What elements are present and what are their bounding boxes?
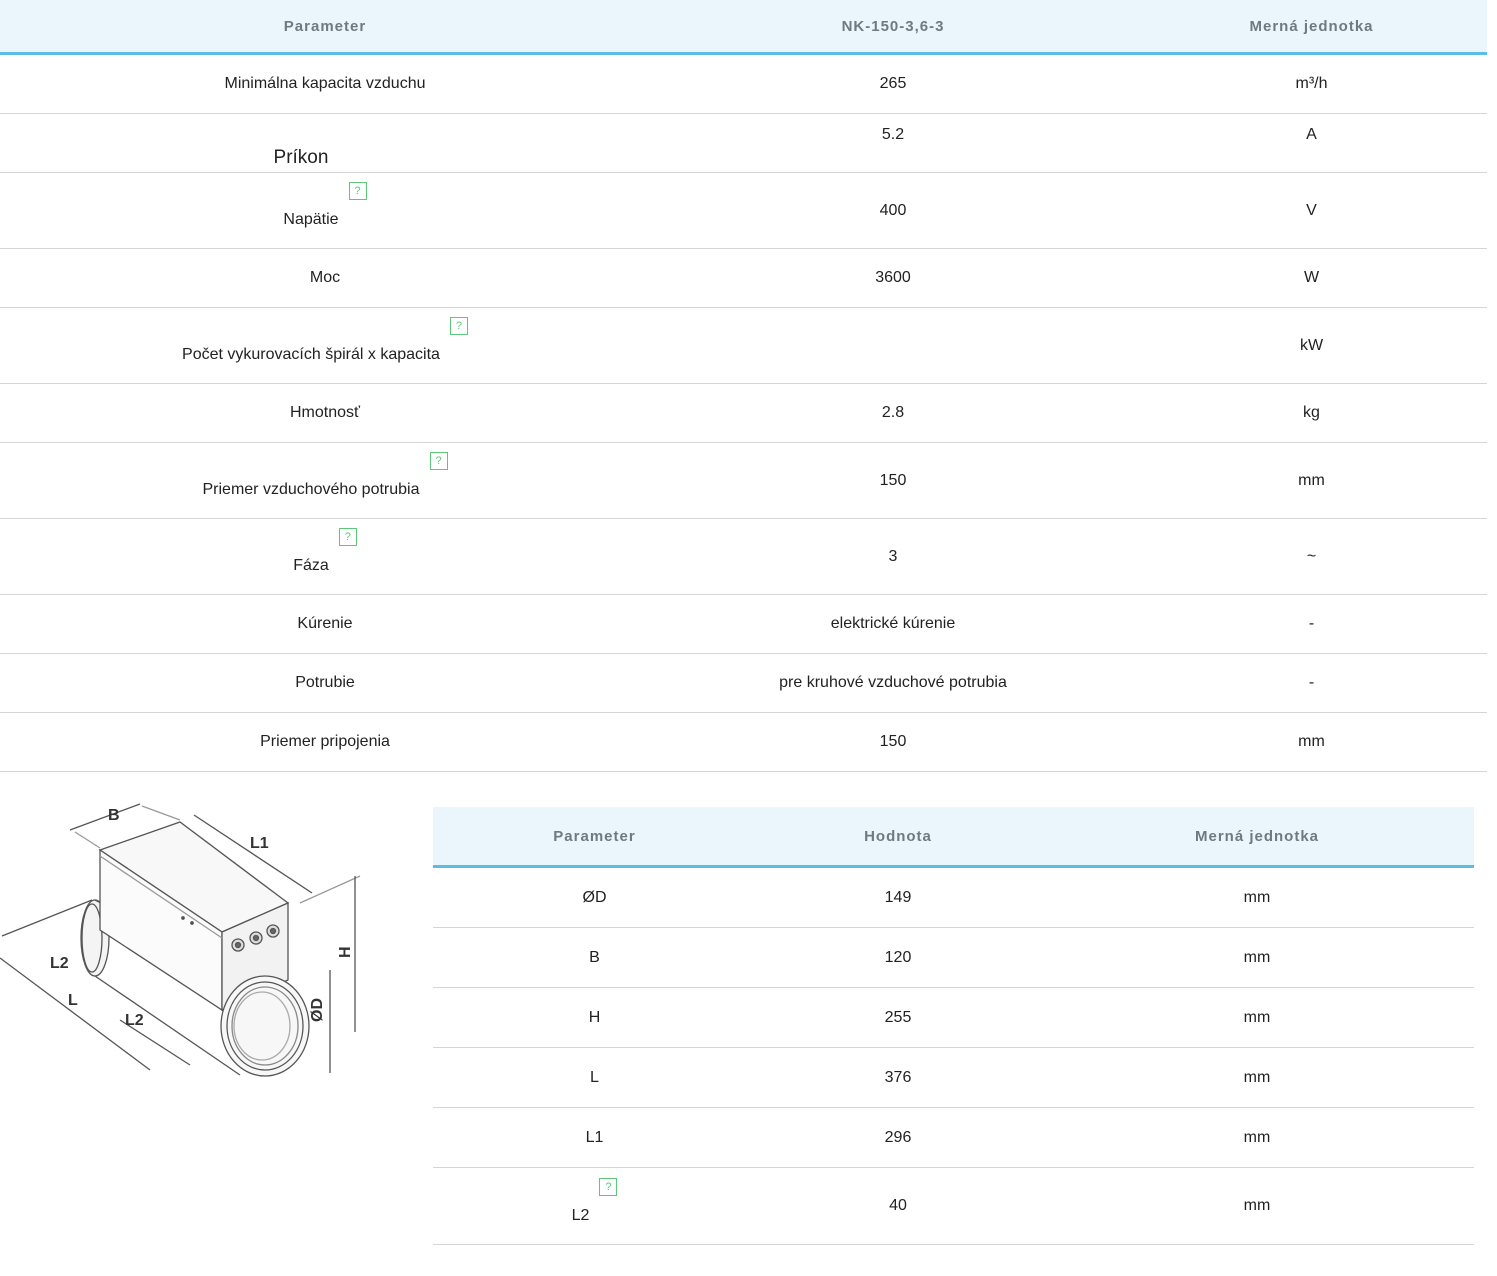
unit-cell: mm [1040, 866, 1474, 928]
unit-cell: mm [1040, 1107, 1474, 1168]
param-cell: Minimálna kapacita vzduchu [0, 53, 650, 114]
param-cell: ØD [433, 866, 756, 928]
unit-cell: A [1136, 113, 1487, 173]
value-text: 5.2 [881, 126, 905, 143]
label-b: B [108, 807, 120, 824]
unit-cell: mm [1040, 927, 1474, 988]
unit-cell: mm [1040, 1167, 1474, 1245]
unit-cell: mm [1136, 442, 1487, 519]
unit-cell: - [1136, 653, 1487, 713]
unit-cell: V [1136, 172, 1487, 249]
table-row: H 255 mm [433, 987, 1474, 1048]
param-label: Počet vykurovacích špirál x kapacita [182, 346, 440, 363]
label-l2-left: L2 [50, 955, 69, 972]
help-icon[interactable]: ? [429, 452, 448, 470]
table-row: Minimálna kapacita vzduchu 265 m³/h [0, 53, 1487, 114]
help-icon[interactable]: ? [449, 317, 468, 335]
unit-cell: mm [1040, 987, 1474, 1048]
value-cell: pre kruhové vzduchové potrubia [650, 653, 1136, 713]
label-d: ØD [309, 998, 326, 1022]
unit-cell: mm [1136, 712, 1487, 772]
value-cell: 2.8 [650, 383, 1136, 443]
table-row: ØD 149 mm [433, 866, 1474, 928]
specification-table: Parameter NK-150-3,6-3 Merná jednotka Mi… [0, 0, 1487, 772]
spec-table-header: Parameter NK-150-3,6-3 Merná jednotka [0, 0, 1487, 55]
table-row: Kúrenie elektrické kúrenie - [0, 594, 1487, 654]
label-l1: L1 [250, 835, 269, 852]
table-row: Priemer vzduchového potrubia? 150 mm [0, 442, 1487, 519]
table-row: B 120 mm [433, 927, 1474, 988]
param-cell: Kúrenie [0, 594, 650, 654]
table-row: L 376 mm [433, 1047, 1474, 1108]
help-icon[interactable]: ? [599, 1177, 618, 1196]
param-cell: Fáza? [0, 518, 650, 595]
table-row: Potrubie pre kruhové vzduchové potrubia … [0, 653, 1487, 713]
value-cell: 3 [650, 518, 1136, 595]
value-cell: 3600 [650, 248, 1136, 308]
param-cell: Moc [0, 248, 650, 308]
header-parameter: Parameter [433, 807, 756, 868]
param-cell: Priemer pripojenia [0, 712, 650, 772]
value-cell: elektrické kúrenie [650, 594, 1136, 654]
param-cell: L [433, 1047, 756, 1108]
unit-cell: kW [1136, 307, 1487, 384]
value-cell: 265 [650, 53, 1136, 114]
dimensions-table: Parameter Hodnota Merná jednotka ØD 149 … [433, 807, 1474, 1245]
table-row: Priemer pripojenia 150 mm [0, 712, 1487, 772]
table-row: Počet vykurovacích špirál x kapacita? kW [0, 307, 1487, 384]
value-cell: 120 [756, 927, 1040, 988]
value-cell: 400 [650, 172, 1136, 249]
unit-cell: mm [1040, 1047, 1474, 1108]
param-label: Priemer vzduchového potrubia [202, 481, 420, 498]
unit-cell: ~ [1136, 518, 1487, 595]
table-row: Moc 3600 W [0, 248, 1487, 308]
param-cell: Počet vykurovacích špirál x kapacita? [0, 307, 650, 384]
header-parameter: Parameter [0, 0, 650, 55]
header-unit: Merná jednotka [1040, 807, 1474, 868]
table-row: L1 296 mm [433, 1107, 1474, 1168]
table-row: Napätie? 400 V [0, 172, 1487, 249]
table-row: Príkon 5.2 A [0, 113, 1487, 173]
help-icon[interactable]: ? [348, 182, 367, 200]
param-cell: L2? [433, 1167, 756, 1245]
param-label: L2 [571, 1206, 590, 1224]
table-row: L2? 40 mm [433, 1167, 1474, 1245]
unit-cell: - [1136, 594, 1487, 654]
help-icon[interactable]: ? [338, 528, 357, 546]
param-label: Napätie [283, 211, 339, 228]
param-cell: L1 [433, 1107, 756, 1168]
value-cell: 149 [756, 866, 1040, 928]
value-cell: 296 [756, 1107, 1040, 1168]
param-cell: Hmotnosť [0, 383, 650, 443]
param-cell: B [433, 927, 756, 988]
label-l2-bottom: L2 [125, 1012, 144, 1029]
param-label: Fáza [293, 557, 329, 574]
value-cell: 5.2 [650, 113, 1136, 173]
value-cell: 150 [650, 712, 1136, 772]
duct-heater-drawing: B L1 L2 L L2 ØD H [0, 803, 361, 1077]
header-model: NK-150-3,6-3 [650, 0, 1136, 55]
header-value: Hodnota [756, 807, 1040, 868]
label-l: L [68, 992, 78, 1009]
param-cell: H [433, 987, 756, 1048]
value-cell: 150 [650, 442, 1136, 519]
param-label: Príkon [273, 147, 329, 168]
unit-cell: m³/h [1136, 53, 1487, 114]
header-unit: Merná jednotka [1136, 0, 1487, 55]
param-cell: Potrubie [0, 653, 650, 713]
label-h: H [337, 946, 354, 958]
value-cell: 376 [756, 1047, 1040, 1108]
dim-table-header: Parameter Hodnota Merná jednotka [433, 807, 1474, 868]
value-cell: 40 [756, 1167, 1040, 1245]
value-cell [650, 307, 1136, 384]
unit-text: A [1306, 126, 1317, 143]
table-row: Fáza? 3 ~ [0, 518, 1487, 595]
unit-cell: W [1136, 248, 1487, 308]
param-cell: Napätie? [0, 172, 650, 249]
table-row: Hmotnosť 2.8 kg [0, 383, 1487, 443]
param-cell: Priemer vzduchového potrubia? [0, 442, 650, 519]
value-cell: 255 [756, 987, 1040, 1048]
unit-cell: kg [1136, 383, 1487, 443]
param-cell: Príkon [0, 113, 650, 173]
